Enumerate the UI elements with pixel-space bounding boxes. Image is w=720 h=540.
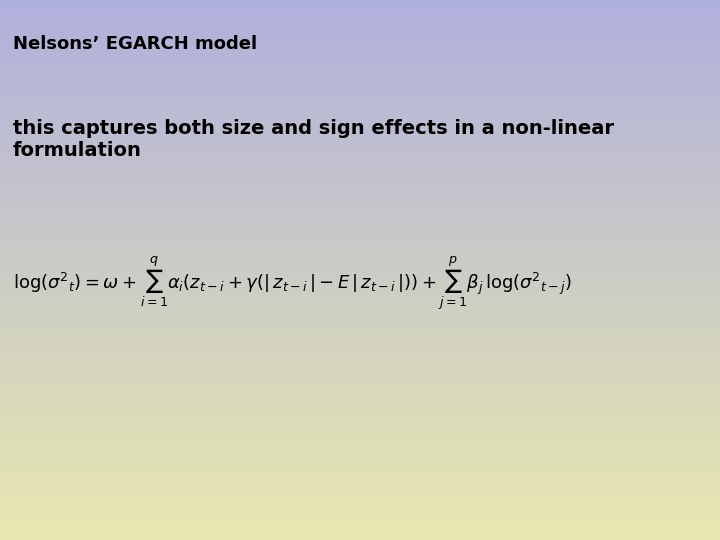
- Text: $\log(\sigma^2{}_t) = \omega + \sum_{i=1}^{q} \alpha_i(z_{t-i} + \gamma(|\, z_{t: $\log(\sigma^2{}_t) = \omega + \sum_{i=1…: [13, 255, 572, 312]
- Text: this captures both size and sign effects in a non-linear
formulation: this captures both size and sign effects…: [13, 119, 614, 160]
- Text: Nelsons’ EGARCH model: Nelsons’ EGARCH model: [13, 35, 257, 53]
